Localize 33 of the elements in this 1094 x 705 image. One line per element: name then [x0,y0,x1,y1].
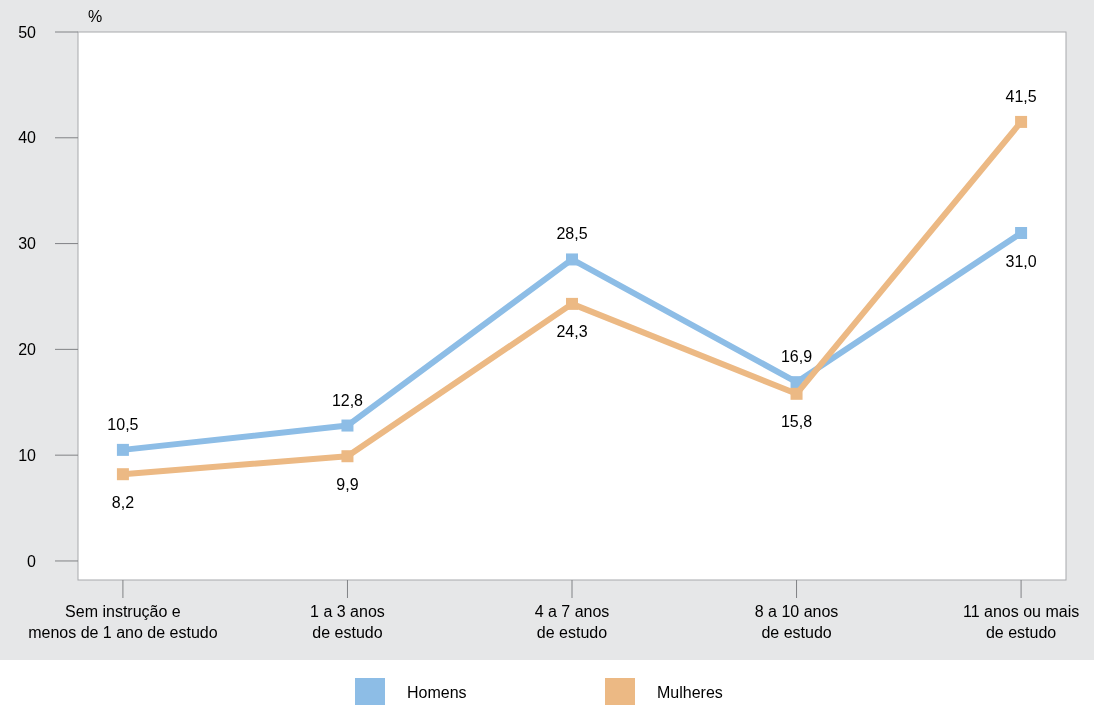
data-label: 31,0 [1005,252,1037,270]
y-tick-label: 0 [27,552,37,570]
x-tick-label: 11 anos ou mais de estudo [962,603,1080,641]
point [341,419,354,432]
point [1015,227,1028,239]
legend-label: Mulheres [657,683,723,701]
data-label: 15,8 [780,413,813,431]
data-label: 8,2 [111,493,135,511]
y-tick-label: 40 [18,129,37,147]
y-tick-label: 30 [18,235,37,253]
x-tick-label: 1 a 3 anos de estudo [310,603,385,641]
point [116,443,129,456]
point [566,253,578,266]
data-label: 12,8 [331,391,364,409]
point [566,297,578,310]
x-tick-label: 8 a 10 anos de estudo [754,603,839,641]
y-tick-label: 20 [18,340,37,358]
y-axis-title: % [87,8,103,25]
y-tick-label: 10 [18,446,37,464]
point [341,450,354,463]
data-label: 16,9 [780,348,813,366]
x-tick-label: 4 a 7 anos de estudo [534,603,610,641]
legend-label: Homens [407,683,467,701]
data-label: 24,3 [556,323,588,341]
data-label: 28,5 [556,225,588,243]
data-label: 41,5 [1005,87,1037,105]
y-tick-label: 50 [18,23,37,41]
data-label: 10,5 [107,415,139,433]
point [790,387,803,400]
data-label: 9,9 [336,475,359,493]
x-tick-label: Sem instrução e menos de 1 ano de estudo [28,603,218,641]
point [116,468,129,481]
point [1015,115,1028,128]
